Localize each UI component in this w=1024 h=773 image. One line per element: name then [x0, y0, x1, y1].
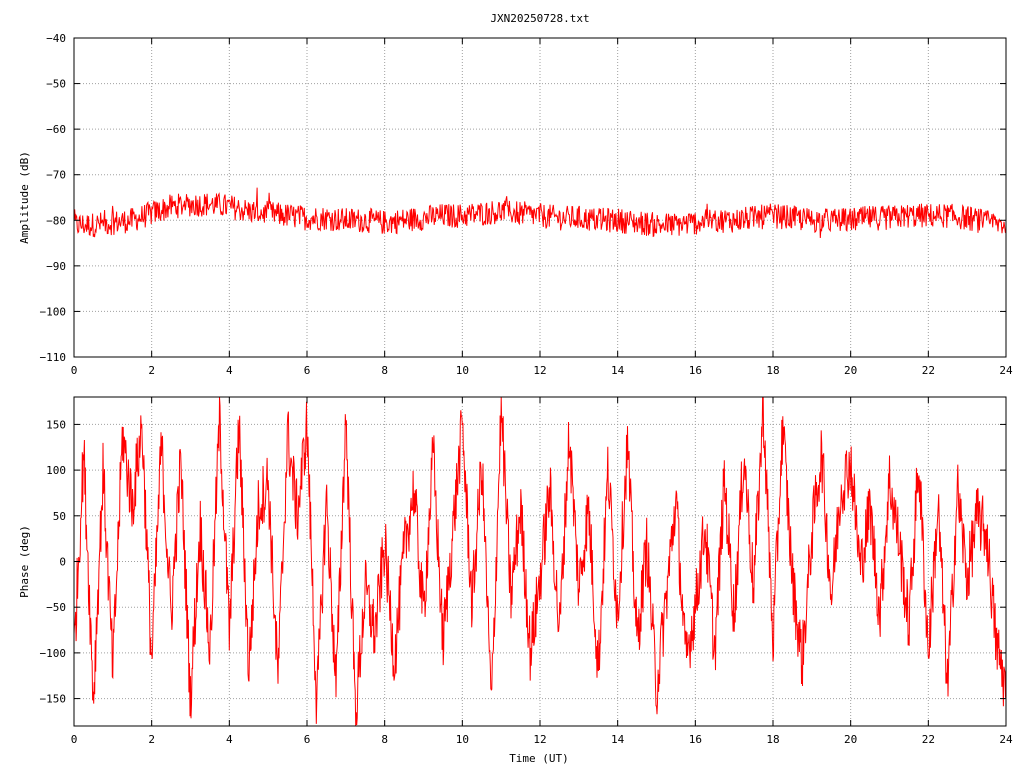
- phase-y-tick-label: −50: [46, 601, 66, 614]
- amplitude-panel: 0 2 4 6 8 10 12 14 16 18 20 22 24−110−100−90−80−70−6…: [18, 32, 1013, 377]
- phase-x-tick-label: 0: [71, 733, 78, 746]
- amplitude-y-tick-label: −50: [46, 78, 66, 91]
- phase-x-tick-label: 12: [533, 733, 546, 746]
- amplitude-series-line: [73, 187, 1007, 239]
- phase-x-tick-label: 14: [611, 733, 625, 746]
- amplitude-x-tick-label: 24: [999, 364, 1013, 377]
- phase-y-tick-label: 50: [53, 510, 66, 523]
- phase-x-tick-label: 16: [689, 733, 702, 746]
- amplitude-x-tick-label: 0: [71, 364, 78, 377]
- amplitude-x-tick-label: 2: [148, 364, 155, 377]
- amplitude-x-tick-label: 20: [844, 364, 857, 377]
- phase-x-tick-label: 18: [766, 733, 779, 746]
- phase-y-tick-label: 150: [46, 418, 66, 431]
- phase-x-tick-label: 20: [844, 733, 857, 746]
- amplitude-x-tick-label: 12: [533, 364, 546, 377]
- amplitude-x-tick-label: 10: [456, 364, 469, 377]
- phase-y-tick-label: −150: [40, 693, 67, 706]
- phase-y-axis-label: Phase (deg): [18, 525, 31, 598]
- amplitude-y-tick-label: −80: [46, 214, 66, 227]
- chart-title: JXN20250728.txt: [490, 12, 589, 25]
- phase-series-line: [73, 396, 1007, 727]
- amplitude-x-tick-label: 22: [922, 364, 935, 377]
- phase-x-tick-label: 8: [381, 733, 388, 746]
- phase-x-tick-label: 24: [999, 733, 1013, 746]
- amplitude-x-tick-label: 14: [611, 364, 625, 377]
- amplitude-y-tick-label: −110: [40, 351, 67, 364]
- amplitude-y-axis-label: Amplitude (dB): [18, 151, 31, 244]
- phase-x-tick-label: 4: [226, 733, 233, 746]
- amplitude-y-tick-label: −60: [46, 123, 66, 136]
- phase-x-tick-label: 6: [304, 733, 311, 746]
- amplitude-x-tick-label: 18: [766, 364, 779, 377]
- amplitude-x-tick-label: 8: [381, 364, 388, 377]
- amplitude-x-tick-label: 6: [304, 364, 311, 377]
- amplitude-x-tick-label: 4: [226, 364, 233, 377]
- phase-y-tick-label: 100: [46, 464, 66, 477]
- amplitude-y-tick-label: −100: [40, 305, 67, 318]
- phase-y-tick-label: −100: [40, 647, 67, 660]
- phase-x-tick-label: 2: [148, 733, 155, 746]
- phase-x-axis-label: Time (UT): [509, 752, 569, 765]
- phase-x-tick-label: 10: [456, 733, 469, 746]
- amplitude-y-tick-label: −40: [46, 32, 66, 45]
- amplitude-y-tick-label: −90: [46, 260, 66, 273]
- amplitude-y-tick-label: −70: [46, 169, 66, 182]
- phase-panel: 0 2 4 6 8 10 12 14 16 18 20 22 24−150−100−5005010015…: [18, 396, 1013, 765]
- phase-x-tick-label: 22: [922, 733, 935, 746]
- phase-y-tick-label: 0: [59, 556, 66, 569]
- amplitude-x-tick-label: 16: [689, 364, 702, 377]
